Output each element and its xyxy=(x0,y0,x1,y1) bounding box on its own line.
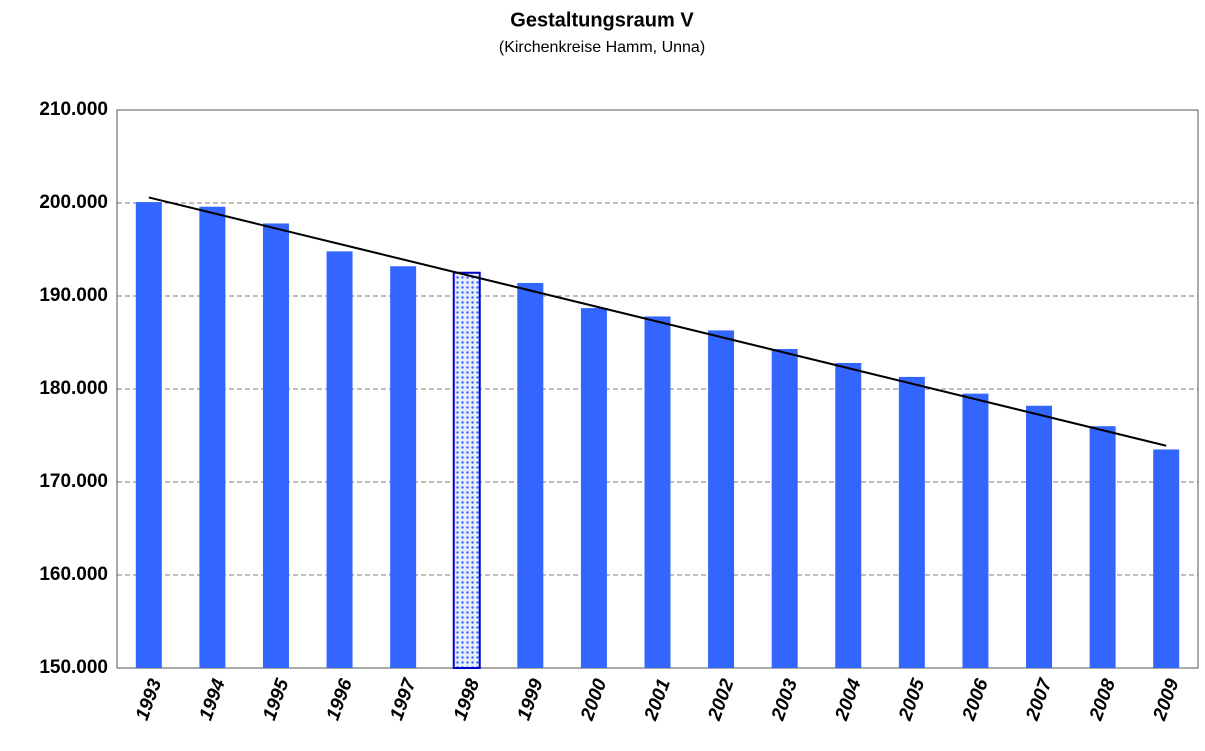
x-tick-label: 2008 xyxy=(1085,676,1120,724)
x-tick-label: 2007 xyxy=(1022,675,1057,724)
trendline xyxy=(148,196,1167,447)
y-tick-label: 150.000 xyxy=(39,657,108,678)
bar xyxy=(1026,405,1053,668)
x-tick-label: 2006 xyxy=(958,676,993,724)
bar xyxy=(452,271,481,669)
chart-subtitle: (Kirchenkreise Hamm, Unna) xyxy=(499,39,705,56)
bar xyxy=(1153,449,1180,668)
bar xyxy=(708,330,735,668)
bar xyxy=(135,202,162,668)
x-tick-label: 2000 xyxy=(577,676,612,724)
y-tick-label: 210.000 xyxy=(39,99,108,120)
chart-title: Gestaltungsraum V xyxy=(510,9,694,31)
bar xyxy=(390,266,417,668)
x-tick-label: 1996 xyxy=(323,676,357,723)
bar xyxy=(199,206,226,668)
x-tick-label: 2003 xyxy=(768,676,803,724)
bar xyxy=(962,393,989,668)
bar xyxy=(326,251,353,669)
x-tick-label: 1995 xyxy=(259,676,293,723)
x-tick-label: 2002 xyxy=(704,676,739,724)
y-tick-label: 190.000 xyxy=(39,285,108,306)
x-tick-label: 2009 xyxy=(1149,676,1184,724)
bar xyxy=(835,362,862,668)
x-tick-label: 2005 xyxy=(895,676,930,724)
bar xyxy=(1089,426,1116,668)
x-tick-label: 1994 xyxy=(196,676,230,723)
bar xyxy=(580,308,607,668)
x-tick-label: 1997 xyxy=(386,675,421,723)
bar xyxy=(771,349,798,668)
x-tick-label: 1999 xyxy=(514,676,548,723)
x-tick-label: 1998 xyxy=(450,676,484,723)
x-tick-label: 2004 xyxy=(831,676,866,724)
bar xyxy=(644,316,671,668)
x-tick-label: 1993 xyxy=(132,676,166,723)
x-tick-label: 2001 xyxy=(640,676,675,724)
y-tick-label: 160.000 xyxy=(39,564,108,585)
y-tick-label: 170.000 xyxy=(39,471,108,492)
bar xyxy=(262,223,289,668)
bar xyxy=(898,376,925,668)
y-tick-label: 180.000 xyxy=(39,378,108,399)
y-tick-label: 200.000 xyxy=(39,192,108,213)
bar xyxy=(517,282,544,668)
